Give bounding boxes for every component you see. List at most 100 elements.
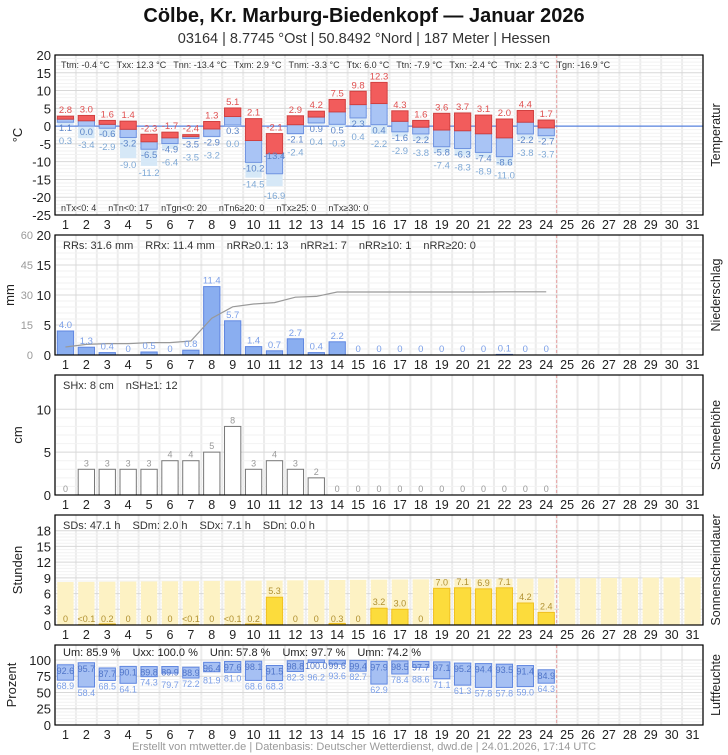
possible-sunshine-bar (99, 581, 116, 625)
x-tick-label: 13 (309, 358, 323, 372)
tmin-bar (453, 130, 472, 150)
tground-label: -11.0 (494, 171, 515, 182)
x-tick-label: 15 (351, 218, 365, 232)
x-tick-label: 2 (83, 728, 90, 742)
x-tick-label: 24 (539, 498, 553, 512)
x-tick-label: 29 (644, 498, 658, 512)
snow-bar (286, 468, 305, 496)
tground-label: -3.8 (517, 148, 533, 159)
x-tick-label: 12 (288, 358, 302, 372)
x-tick-label: 6 (166, 628, 173, 642)
tmax-bar (77, 114, 96, 122)
x-tick-label: 10 (247, 728, 261, 742)
stat-label: nRR≥10: 1 (359, 240, 412, 252)
precip-label: 1.3 (80, 336, 93, 347)
precip-label: 0.5 (142, 341, 155, 352)
x-tick-label: 25 (560, 728, 574, 742)
tmax-bar (98, 119, 116, 125)
x-tick-label: 7 (187, 218, 194, 232)
precip-label: 0 (167, 344, 172, 355)
snow-label: 4 (188, 450, 193, 460)
y-axis-label: mm (2, 284, 17, 306)
chart-subtitle: 03164 | 8.7745 °Ost | 50.8492 °Nord | 18… (177, 31, 551, 47)
y-tick-label: 5 (44, 445, 51, 460)
y-tick-label: 10 (37, 402, 51, 417)
umax-label: 95.2 (454, 664, 472, 674)
snow-label: 0 (481, 484, 486, 494)
tmax-bar (328, 98, 346, 113)
humidity-range-bar (370, 660, 388, 685)
x-tick-label: 8 (208, 728, 215, 742)
stat-label: Umx: 97.7 % (282, 647, 345, 659)
x-tick-label: 23 (518, 358, 532, 372)
stat-label: Uxx: 100.0 % (132, 647, 198, 659)
y-tick-label: 0 (44, 119, 51, 134)
tmax-bar (495, 118, 514, 139)
possible-sunshine-bar (78, 581, 95, 625)
umax-label: 98.1 (245, 662, 263, 672)
x-tick-label: 26 (581, 218, 595, 232)
x-tick-label: 28 (623, 498, 637, 512)
possible-sunshine-bar (621, 577, 638, 625)
x-tick-label: 24 (539, 358, 553, 372)
x-tick-label: 9 (229, 628, 236, 642)
umax-label: 99.6 (328, 661, 346, 671)
y-tick-label: 10 (37, 84, 51, 99)
tground-label: -11.2 (139, 168, 160, 179)
stat-label: SDs: 47.1 h (63, 520, 120, 532)
x-tick-label: 1 (62, 628, 69, 642)
y-tick-label: -15 (32, 172, 51, 187)
y-tick-label: 25 (37, 702, 51, 717)
stat-label: SDm: 2.0 h (132, 520, 187, 532)
tmax-bar (203, 120, 221, 130)
tmin-label: -5.8 (434, 148, 450, 159)
ground-min-bar (517, 133, 534, 140)
ground-min-bar (120, 137, 137, 159)
x-tick-label: 19 (435, 358, 449, 372)
y-tick-label: 0 (44, 488, 51, 503)
stat-label: SDn: 0.0 h (263, 520, 315, 532)
x-tick-label: 5 (146, 218, 153, 232)
umax-label: 91.5 (266, 666, 284, 676)
snow-label: 3 (251, 458, 256, 468)
humidity-range-bar (203, 661, 221, 673)
x-tick-label: 27 (602, 728, 616, 742)
x-tick-label: 21 (477, 358, 491, 372)
precip-bar (265, 350, 284, 356)
possible-sunshine-bar (182, 581, 200, 625)
y-tick-label: 5 (44, 101, 51, 116)
x-tick-label: 2 (83, 628, 90, 642)
x-tick-label: 10 (247, 218, 261, 232)
tmin-label: -3.5 (183, 140, 199, 151)
umax-label: 93.5 (496, 665, 514, 675)
tmax-bar (161, 131, 179, 139)
x-tick-label: 7 (187, 728, 194, 742)
stat-label: nRR≥1: 7 (300, 240, 346, 252)
stat-label: Txx: 12.3 °C (117, 60, 167, 70)
tmax-bar (453, 112, 472, 132)
tground-label: -3.4 (78, 140, 94, 151)
precip-label: 0 (126, 344, 131, 355)
ground-min-bar (433, 146, 450, 153)
umin-label: 57.8 (496, 688, 514, 698)
precip-label: 0.8 (184, 339, 197, 350)
tmax-label: 3.1 (477, 104, 490, 115)
snow-label: 2 (314, 467, 319, 477)
y-tick-label: 10 (37, 288, 51, 303)
precip-bar (286, 338, 305, 356)
stat-label: Tgn: -16.9 °C (557, 60, 611, 70)
ground-min-bar (266, 173, 283, 187)
umin-label: 78.4 (391, 675, 409, 685)
tground-label: -0.3 (329, 138, 345, 149)
precip-label: 0.1 (498, 343, 511, 354)
tmax-label: 9.8 (351, 80, 364, 91)
x-tick-label: 13 (309, 498, 323, 512)
ground-min-bar (99, 128, 116, 137)
x-tick-label: 6 (166, 498, 173, 512)
x-tick-label: 19 (435, 498, 449, 512)
x-tick-label: 18 (414, 218, 428, 232)
stat-label: Tnm: -3.3 °C (288, 60, 340, 70)
humidity-range-bar (244, 660, 263, 681)
x-tick-label: 3 (104, 218, 111, 232)
tmax-bar (265, 133, 284, 155)
